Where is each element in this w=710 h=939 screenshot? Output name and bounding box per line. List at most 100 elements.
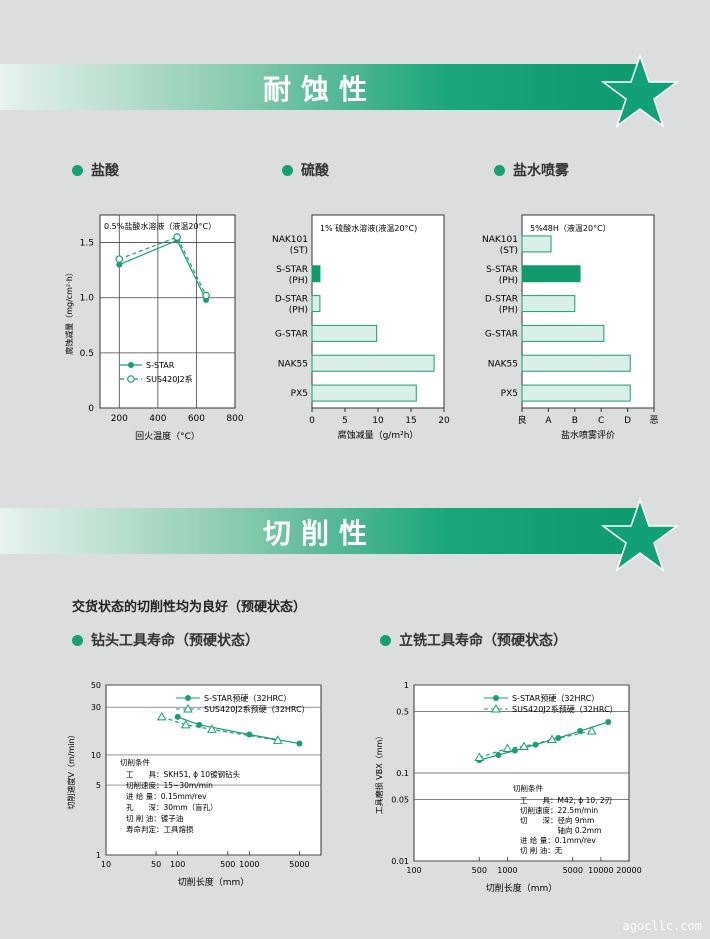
x-axis-label: 腐蚀减量（g/m²h） [338, 429, 419, 441]
category-label: S-STAR [276, 265, 308, 275]
mill-chart: 0.01 0.05 0.1 0.5 1 100 500 1000 5000 10000 20000 切… [374, 681, 642, 894]
condition-line: 切 削 油：无 [520, 845, 563, 855]
series-line [161, 716, 278, 741]
legend-label: S-STAR预硬（32HRC） [204, 693, 291, 703]
data-point [272, 735, 283, 744]
hcl-chart: 0 0.5 1.0 1.5 200 400 600 800 0.5%盐酸水溶液（液温20°C） 回… [64, 214, 244, 442]
data-point [495, 752, 502, 759]
condition-line: 孔 深：30mm（盲孔） [126, 802, 218, 812]
category-label: NAK101 [482, 235, 518, 245]
x-axis-label: 切削长度（mm） [486, 882, 558, 894]
bar [311, 265, 321, 283]
y-tick-label: 30 [91, 703, 101, 712]
legend-marker [491, 703, 501, 713]
x-tick-label: 5000 [563, 866, 583, 875]
bar [521, 324, 605, 342]
data-point [206, 724, 217, 733]
y-tick-label: 5 [96, 781, 101, 790]
bullet-icon [72, 165, 83, 176]
x-tick-label: 400 [149, 414, 166, 424]
x-tick-label: 10000 [588, 866, 613, 875]
data-point [115, 255, 124, 263]
corrosion-banner: 耐蚀性 [0, 53, 710, 129]
condition-line: 寿命判定：工具熔损 [126, 824, 194, 834]
x-tick-label: A [545, 416, 552, 426]
bar [311, 384, 417, 402]
x-tick-label: 100 [170, 860, 185, 869]
bar [521, 295, 576, 313]
category-label: PX5 [291, 389, 308, 399]
condition-line: 切 削 油：镀子油 [126, 813, 183, 823]
x-tick-label: B [572, 416, 578, 426]
data-point [502, 743, 513, 752]
data-point [511, 747, 518, 754]
series-line [177, 716, 300, 745]
banner-title: 切削性 [262, 517, 377, 550]
x-tick-label: 200 [111, 414, 128, 424]
data-point [156, 711, 167, 721]
data-point [174, 713, 181, 720]
y-tick-label: 10 [91, 751, 101, 760]
data-point [173, 233, 181, 241]
category-label: (ST) [500, 246, 518, 256]
category-label: (PH) [289, 276, 308, 286]
legend-label: SUS420J2系预硬（32HRC） [512, 704, 618, 714]
section-drill: 钻头工具寿命（预硬状态） [72, 630, 259, 650]
x-tick-label: 500 [472, 866, 487, 875]
legend-marker [185, 695, 191, 701]
data-point [555, 734, 562, 741]
category-label: G-STAR [485, 329, 518, 339]
bullet-icon [380, 635, 391, 646]
x-tick-label: 20000 [616, 866, 641, 875]
x-tick-label: 800 [226, 414, 243, 424]
y-tick-label: 1 [96, 851, 101, 860]
condition-line: 轴向 0.2mm [520, 825, 601, 835]
machinability-banner: 切削性 [0, 497, 710, 573]
data-point [202, 291, 210, 300]
x-tick-label: 20 [438, 416, 450, 426]
legend-label: SUS420J2系预硬（32HRC） [204, 704, 310, 714]
x-tick-label: 100 [406, 866, 421, 875]
y-tick-label: 0.05 [391, 795, 409, 804]
section-mill: 立铣工具寿命（预硬状态） [380, 630, 567, 650]
category-label: NAK55 [278, 359, 308, 369]
y-tick-label: 0.5 [396, 707, 409, 716]
category-label: S-STAR [486, 265, 518, 275]
x-tick-label: 1000 [497, 866, 517, 875]
x-tick-label: 15 [405, 416, 416, 426]
conditions-title: 切削条件 [513, 783, 543, 793]
bar [521, 354, 631, 372]
x-tick-label: C [598, 416, 604, 426]
chart-title: 1% 硫酸水溶液(液温20°C) [320, 223, 417, 233]
section-hcl: 盐酸 [72, 160, 119, 180]
data-point [605, 718, 612, 725]
x-tick-label: D [624, 416, 631, 426]
category-label: D-STAR [275, 295, 308, 305]
x-tick-label: 600 [188, 414, 205, 424]
category-label: PX5 [501, 389, 518, 399]
condition-line: 工 具：SKH51, ϕ 10镀钢钻头 [126, 769, 241, 779]
category-label: (PH) [499, 276, 518, 286]
data-point [519, 741, 529, 751]
x-tick-label: 1000 [239, 860, 259, 869]
data-point [180, 719, 191, 729]
category-label: D-STAR [485, 295, 518, 305]
condition-line: 进 给 量：0.15mm/rev [126, 791, 207, 801]
legend-label: S-STAR [146, 361, 175, 370]
bullet-icon [72, 635, 83, 646]
banner-bar [0, 64, 640, 110]
bar [311, 324, 378, 342]
bullet-icon [282, 165, 293, 176]
condition-line: 进 给 量：0.1mm/rev [520, 835, 596, 845]
data-point [116, 261, 123, 268]
drill-chart: 1 5 10 30 50 10 50 100 500 1000 5000 切削长度（mm） 切削速度V（… [66, 681, 322, 888]
section-salt: 盐水喷雾 [494, 160, 569, 180]
data-point [532, 741, 539, 748]
section-h2so4: 硫酸 [282, 160, 329, 180]
condition-line: 切 深：径向 9mm [520, 815, 594, 825]
data-point [246, 731, 253, 738]
bar [521, 235, 552, 253]
watermark: agocllc.com [622, 919, 702, 933]
chart-title: 5%48H（液温20°C） [530, 223, 611, 233]
category-label: (PH) [499, 306, 518, 316]
